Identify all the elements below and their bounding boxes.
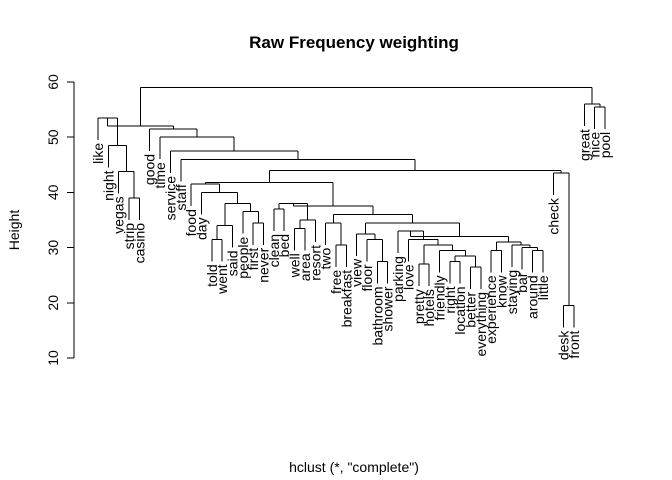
leaf-label: better — [462, 292, 478, 328]
leaf-label: shower — [380, 286, 396, 331]
leaf-label: bed — [276, 234, 292, 257]
chart-title: Raw Frequency weighting — [249, 33, 459, 52]
leaf-label: people — [235, 237, 251, 279]
leaf-label: strip — [121, 223, 137, 250]
leaf-label: clean — [266, 234, 282, 267]
leaf-label: vegas — [111, 196, 127, 233]
leaf-label: bar — [514, 272, 530, 293]
y-axis: 10 20 30 40 50 60 — [45, 74, 75, 366]
leaf-label: never — [256, 247, 272, 282]
leaf-label: day — [193, 217, 209, 240]
leaf-label: right — [442, 286, 458, 313]
leaf-label: food — [183, 209, 199, 236]
leaf-label: night — [100, 170, 116, 200]
y-tick-label: 50 — [45, 129, 61, 145]
y-tick-label: 10 — [45, 350, 61, 366]
leaf-label: breakfast — [338, 270, 354, 328]
leaf-label: front — [566, 330, 582, 358]
leaf-label: casino — [131, 223, 147, 264]
leaf-label: two — [318, 248, 334, 270]
leaf-label: pretty — [411, 289, 427, 324]
leaf-label: service — [162, 176, 178, 221]
leaf-label: experience — [483, 275, 499, 344]
leaf-label: hotels — [421, 289, 437, 326]
dendrogram-tree — [97, 87, 606, 328]
leaf-label: great — [576, 129, 592, 161]
leaf-label: told — [204, 264, 220, 287]
leaf-label: time — [152, 162, 168, 189]
leaf-label: parking — [390, 256, 406, 302]
leaf-label: nice — [587, 132, 603, 158]
leaf-label: around — [525, 275, 541, 319]
leaf-label: good — [142, 154, 158, 185]
leaf-label: pool — [597, 132, 613, 158]
leaf-label: little — [535, 275, 551, 300]
leaf-label: view — [349, 258, 365, 287]
leaf-label: love — [400, 264, 416, 290]
y-tick-label: 40 — [45, 184, 61, 200]
leaf-label: friendly — [431, 275, 447, 320]
leaf-label: went — [214, 264, 230, 295]
leaf-label: resort — [307, 245, 323, 281]
leaf-label: staff — [173, 184, 189, 210]
leaf-label: said — [225, 251, 241, 277]
y-tick-label: 30 — [45, 240, 61, 256]
leaf-label: well — [287, 253, 303, 278]
leaf-label: location — [452, 286, 468, 334]
y-tick-label: 20 — [45, 295, 61, 311]
leaf-label: everything — [473, 292, 489, 357]
y-tick-label: 60 — [45, 74, 61, 90]
leaf-label: free — [328, 270, 344, 294]
leaf-label: staying — [504, 270, 520, 314]
leaf-label: area — [297, 253, 313, 281]
y-axis-label: Height — [6, 210, 22, 251]
leaf-label: like — [90, 143, 106, 164]
leaf-label: check — [545, 197, 561, 235]
x-axis-label: hclust (*, "complete") — [289, 459, 419, 475]
leaf-label: first — [245, 248, 261, 271]
leaf-label: bathroom — [369, 286, 385, 345]
leaf-label: desk — [556, 330, 572, 361]
leaf-label: floor — [359, 264, 375, 292]
leaf-label: know — [494, 274, 510, 308]
